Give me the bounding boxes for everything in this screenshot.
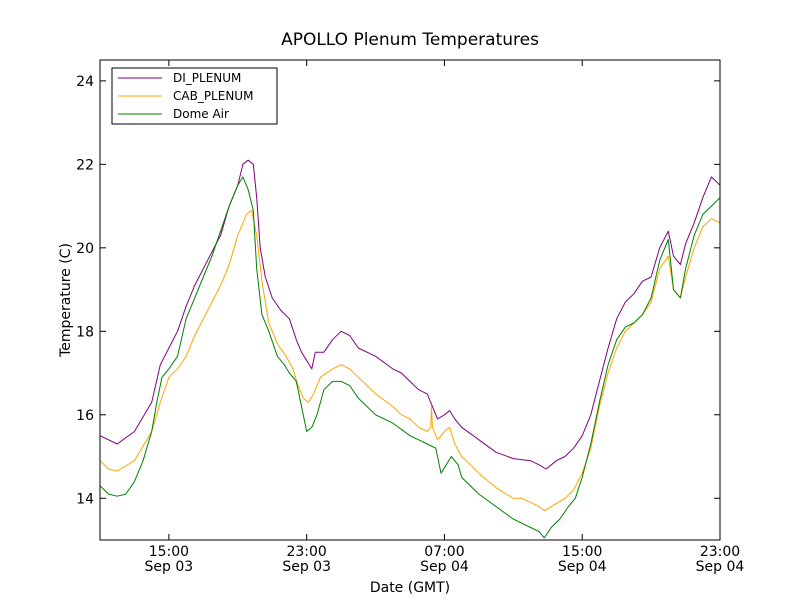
x-axis-label: Date (GMT) bbox=[370, 580, 450, 596]
y-axis-label: Temperature (C) bbox=[58, 243, 74, 358]
series-layer bbox=[99, 159, 721, 539]
y-tick-label: 16 bbox=[76, 408, 94, 424]
y-tick-label: 14 bbox=[76, 491, 94, 507]
series-line-dome-air bbox=[99, 176, 721, 539]
x-tick-time-label: 23:00 bbox=[700, 544, 740, 560]
y-tick-label: 24 bbox=[76, 74, 94, 90]
x-tick-date-label: Sep 03 bbox=[282, 559, 331, 575]
plot-frame bbox=[99, 59, 721, 541]
x-tick-date-label: Sep 04 bbox=[420, 559, 469, 575]
x-tick-time-label: 07:00 bbox=[424, 544, 464, 560]
legend: DI_PLENUM CAB_PLENUM Dome Air bbox=[111, 67, 278, 125]
y-tick-label: 22 bbox=[76, 157, 94, 173]
chart-title: APOLLO Plenum Temperatures bbox=[281, 30, 539, 50]
x-tick-date-label: Sep 04 bbox=[696, 559, 745, 575]
x-tick-time-label: 15:00 bbox=[562, 544, 602, 560]
x-tick-time-label: 15:00 bbox=[149, 544, 189, 560]
series-line-cab-plenum bbox=[99, 209, 721, 512]
x-tick-date-label: Sep 04 bbox=[558, 559, 607, 575]
y-tick-label: 18 bbox=[76, 324, 94, 340]
legend-label: CAB_PLENUM bbox=[173, 89, 253, 103]
x-tick-time-label: 23:00 bbox=[286, 544, 326, 560]
x-tick-date-label: Sep 03 bbox=[145, 559, 194, 575]
legend-label: DI_PLENUM bbox=[173, 71, 241, 85]
legend-label: Dome Air bbox=[173, 107, 229, 121]
y-tick-label: 20 bbox=[76, 241, 94, 257]
